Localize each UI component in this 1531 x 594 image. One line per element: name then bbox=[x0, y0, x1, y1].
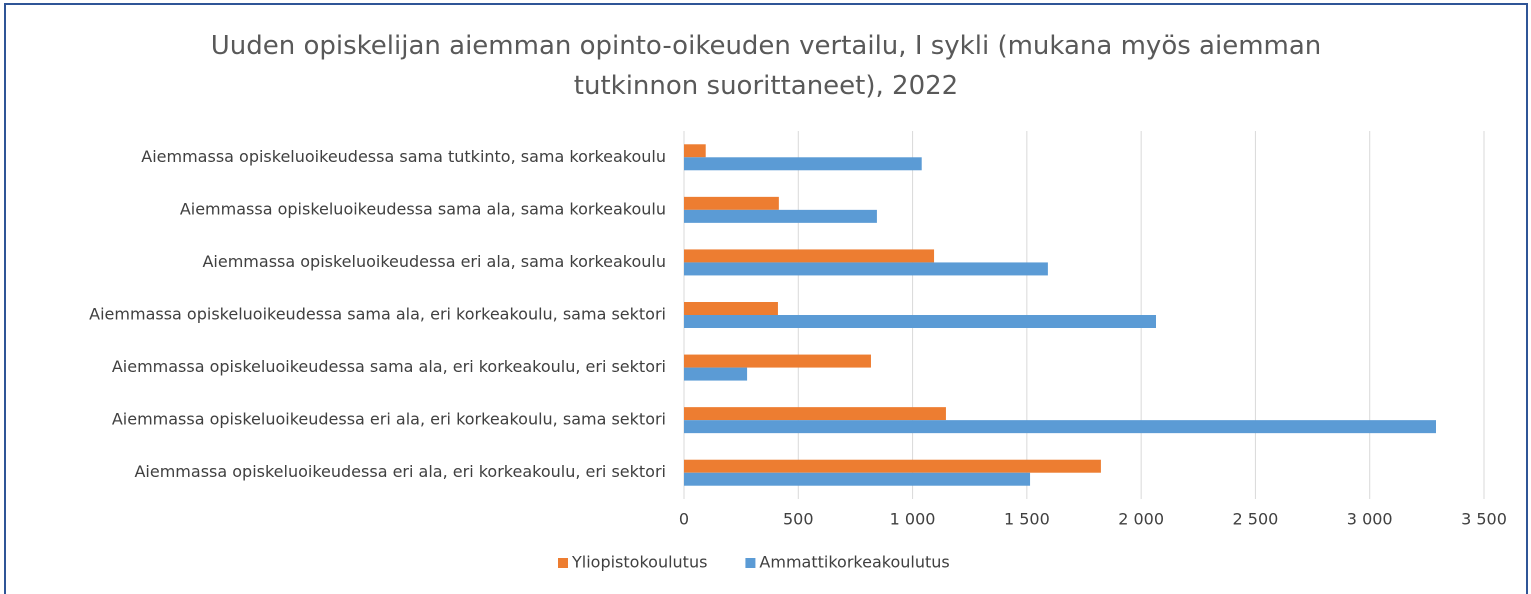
y-tick-label: Aiemmassa opiskeluoikeudessa sama ala, e… bbox=[112, 357, 666, 376]
x-tick-label: 500 bbox=[783, 510, 814, 529]
bar bbox=[684, 144, 706, 158]
x-tick-label: 1 000 bbox=[890, 510, 936, 529]
bar bbox=[684, 302, 778, 315]
bar bbox=[684, 262, 1048, 276]
legend-label: Ammattikorkeakoulutus bbox=[759, 553, 949, 572]
x-tick-label: 1 500 bbox=[1004, 510, 1050, 529]
y-tick-label: Aiemmassa opiskeluoikeudessa sama tutkin… bbox=[141, 147, 666, 166]
chart-title: Uuden opiskelijan aiemman opinto-oikeude… bbox=[210, 31, 1322, 101]
bar bbox=[684, 420, 1436, 434]
y-tick-label: Aiemmassa opiskeluoikeudessa sama ala, s… bbox=[180, 199, 666, 218]
bar bbox=[684, 315, 1156, 328]
y-tick-label: Aiemmassa opiskeluoikeudessa eri ala, er… bbox=[134, 462, 666, 481]
bar bbox=[684, 472, 1031, 486]
x-tick-label: 3 000 bbox=[1347, 510, 1393, 529]
legend-swatch bbox=[745, 558, 756, 568]
y-tick-label: Aiemmassa opiskeluoikeudessa eri ala, sa… bbox=[202, 252, 666, 271]
bar bbox=[684, 249, 935, 263]
legend-swatch bbox=[558, 558, 568, 568]
bar bbox=[684, 354, 871, 368]
y-tick-label: Aiemmassa opiskeluoikeudessa eri ala, er… bbox=[112, 410, 666, 429]
bar bbox=[684, 157, 922, 171]
bar bbox=[684, 209, 877, 223]
x-tick-label: 2 500 bbox=[1233, 510, 1279, 529]
x-tick-label: 2 000 bbox=[1118, 510, 1164, 529]
x-tick-label: 3 500 bbox=[1461, 510, 1507, 529]
bar bbox=[684, 407, 946, 421]
chart-border bbox=[4, 3, 1528, 594]
x-tick-label: 0 bbox=[679, 510, 689, 529]
y-tick-label: Aiemmassa opiskeluoikeudessa sama ala, e… bbox=[89, 305, 666, 324]
bar bbox=[684, 459, 1101, 473]
legend-label: Yliopistokoulutus bbox=[571, 553, 707, 572]
bar bbox=[684, 196, 779, 210]
bar bbox=[684, 367, 748, 381]
